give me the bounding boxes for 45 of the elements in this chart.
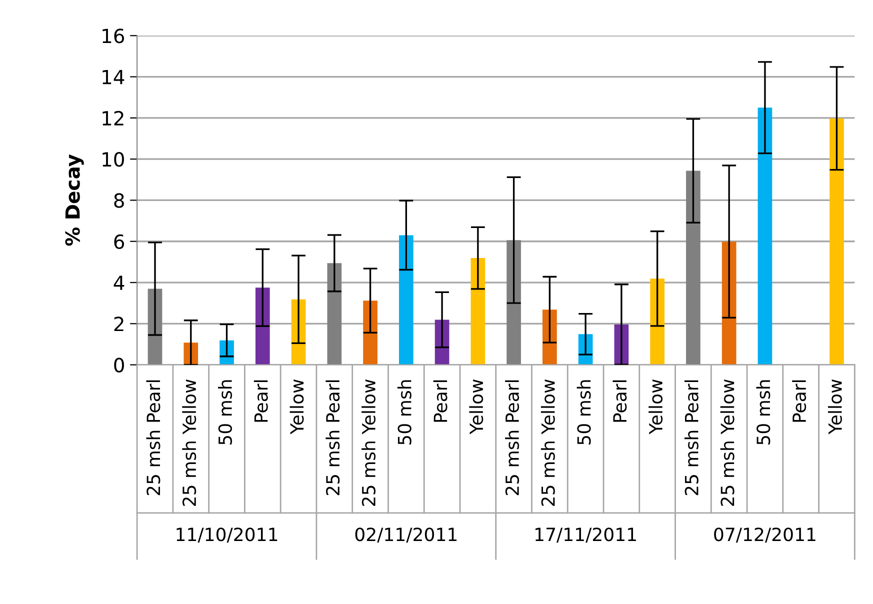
x-tick-label: 25 msh Yellow <box>540 379 555 506</box>
text: 07/12/2011 <box>714 528 816 543</box>
x-tick-label: 25 msh Pearl <box>684 380 698 496</box>
x-tick-label: Yellow <box>469 379 484 434</box>
x-tick-label: 25 msh Pearl <box>146 380 160 496</box>
bar <box>830 118 844 365</box>
y-tick-label: 10 <box>102 152 124 167</box>
text: 02/11/2011 <box>355 528 457 543</box>
bar <box>758 108 772 365</box>
bar <box>363 300 378 365</box>
bar <box>650 278 664 365</box>
x-tick-label: 50 msh <box>756 380 770 444</box>
x-tick-label: Yellow <box>290 379 304 434</box>
x-tick-label: 50 msh <box>576 380 591 444</box>
y-tick-label: 2 <box>114 316 124 332</box>
x-tick-label: Yellow <box>828 379 842 434</box>
x-tick-label: Pearl <box>792 380 806 422</box>
x-tick-label: 50 msh <box>397 380 412 444</box>
bar <box>722 242 736 365</box>
text: 11/10/2011 <box>176 528 278 543</box>
y-tick-label: 4 <box>114 276 124 290</box>
x-tick-label: Pearl <box>612 380 627 422</box>
bar <box>398 235 414 365</box>
x-tick-label: Yellow <box>648 379 663 434</box>
x-tick-label: 25 msh Yellow <box>362 379 376 506</box>
bar <box>255 288 270 365</box>
bar <box>470 258 486 365</box>
bar <box>327 263 342 365</box>
x-tick-label: 25 msh Yellow <box>720 379 734 506</box>
y-tick-label: 8 <box>114 193 124 208</box>
x-tick-label: 25 msh Pearl <box>326 380 340 496</box>
x-tick-label: Pearl <box>254 380 268 422</box>
bar <box>506 240 521 365</box>
x-tick-label: 50 msh <box>218 380 232 444</box>
y-tick-label: 0 <box>114 358 124 372</box>
y-tick-label: 12 <box>102 110 124 126</box>
x-tick-label: 25 msh Yellow <box>182 379 196 506</box>
x-tick-label: 25 msh Pearl <box>505 380 520 496</box>
bar <box>686 170 700 365</box>
text: 17/11/2011 <box>536 528 636 543</box>
y-tick-label: 14 <box>102 70 124 84</box>
y-tick-label: 6 <box>114 234 124 250</box>
x-tick-label: Pearl <box>433 380 448 422</box>
y-tick-label: 16 <box>102 28 124 44</box>
y-axis-title: % Decay <box>65 154 84 246</box>
